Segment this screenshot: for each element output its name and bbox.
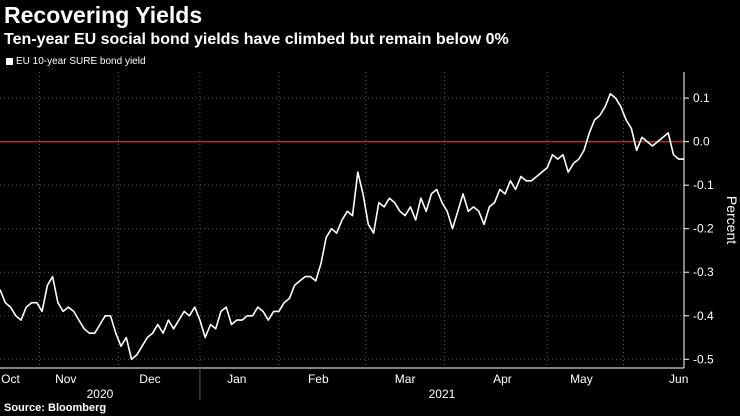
y-tick-label: 0.1 [693, 91, 710, 105]
x-tick-label: Apr [493, 372, 512, 386]
x-tick-label: Oct [1, 372, 20, 386]
y-axis-title: Percent [724, 196, 740, 244]
y-tick-label: -0.1 [693, 178, 714, 192]
x-tick-label: Mar [395, 372, 416, 386]
x-tick-label: Dec [139, 372, 160, 386]
x-tick-label: Nov [55, 372, 76, 386]
x-tick-label: Feb [308, 372, 329, 386]
legend-swatch [6, 58, 13, 65]
year-label: 2020 [87, 387, 114, 401]
legend-label: EU 10-year SURE bond yield [16, 56, 146, 67]
legend: EU 10-year SURE bond yield [6, 56, 146, 67]
series-line-eu-sure-yield [0, 93, 684, 361]
y-tick-label: 0.0 [693, 135, 710, 149]
chart-title: Recovering Yields [4, 2, 203, 28]
source-note: Source: Bloomberg [4, 402, 107, 414]
x-tick-label: Jun [669, 372, 688, 386]
y-tick-label: -0.4 [693, 309, 714, 323]
y-tick-label: -0.3 [693, 265, 714, 279]
y-tick-label: -0.2 [693, 222, 714, 236]
year-label: 2021 [429, 387, 456, 401]
y-tick-label: -0.5 [693, 352, 714, 366]
x-tick-label: May [570, 372, 593, 386]
chart-subtitle: Ten-year EU social bond yields have clim… [4, 31, 509, 48]
x-tick-label: Jan [227, 372, 246, 386]
